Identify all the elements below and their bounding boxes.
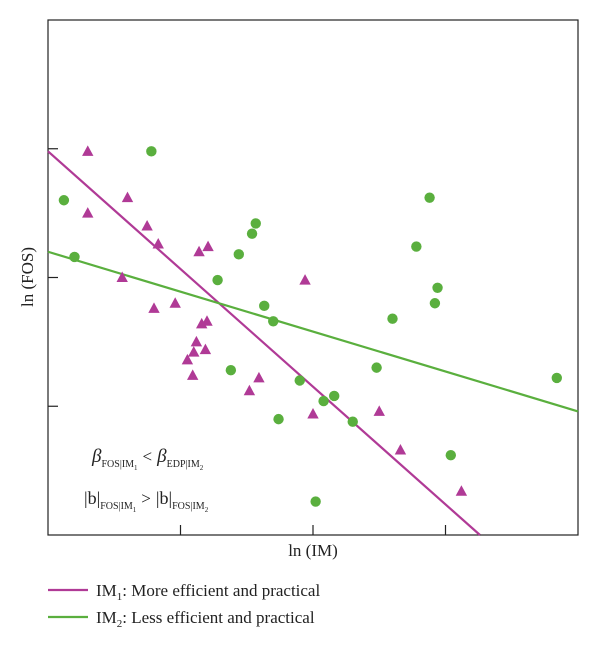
fit-line-im1 — [47, 150, 481, 536]
triangle-point-im1 — [373, 405, 385, 416]
circle-point-im2 — [250, 218, 261, 229]
circle-point-im2 — [69, 251, 80, 263]
fit-line-im2 — [47, 250, 579, 413]
annotation-beta-inequality: βFOS|IM1< βEDP|IM2 — [91, 446, 204, 472]
triangle-point-im1 — [152, 238, 164, 249]
circle-point-im2 — [432, 282, 443, 293]
legend-label-im2: IM2: Less efficient and practical — [96, 608, 315, 630]
triangle-point-im1 — [201, 315, 213, 326]
y-ticks — [48, 148, 58, 407]
triangle-point-im1 — [186, 369, 199, 380]
triangle-point-im1 — [188, 346, 200, 357]
triangle-point-im1 — [148, 302, 160, 313]
data-points — [58, 145, 562, 507]
circle-point-im2 — [268, 316, 279, 327]
circle-point-im2 — [329, 390, 340, 402]
circle-point-im2 — [429, 298, 441, 309]
circle-point-im2 — [424, 192, 435, 203]
triangle-point-im1 — [455, 485, 468, 496]
triangle-point-im1 — [394, 444, 407, 455]
legend-label-im1: IM1: More efficient and practical — [96, 581, 320, 603]
legend-item-im2: IM2: Less efficient and practical — [48, 608, 315, 630]
circle-point-im2 — [371, 362, 382, 373]
x-axis-title: ln (IM) — [288, 541, 338, 560]
triangle-point-im1 — [243, 384, 256, 396]
plot-frame — [47, 19, 579, 536]
annotation-b-inequality: |b|FOS|IM1> |b|FOS|IM2 — [84, 488, 209, 514]
triangle-point-im1 — [181, 353, 194, 365]
circle-point-im2 — [411, 241, 422, 252]
circle-point-im2 — [318, 395, 329, 407]
circle-point-im2 — [551, 372, 562, 384]
triangle-point-im1 — [82, 145, 94, 156]
triangle-point-im1 — [82, 207, 94, 218]
triangle-point-im1 — [169, 297, 181, 308]
circle-point-im2 — [259, 300, 270, 312]
triangle-point-im1 — [299, 274, 311, 285]
circle-point-im2 — [225, 365, 237, 376]
circle-point-im2 — [445, 449, 456, 461]
circle-point-im2 — [212, 274, 223, 286]
triangle-point-im1 — [253, 371, 265, 383]
circle-point-im2 — [273, 413, 284, 425]
triangle-point-im1 — [116, 271, 128, 282]
triangle-point-im1 — [307, 407, 319, 419]
triangle-point-im1 — [141, 220, 153, 231]
legend-item-im1: IM1: More efficient and practical — [48, 581, 320, 603]
triangle-point-im1 — [193, 245, 205, 257]
circle-point-im2 — [146, 146, 157, 157]
circle-point-im2 — [387, 313, 398, 324]
triangle-point-im1 — [199, 343, 212, 355]
y-axis-title: ln (FOS) — [18, 247, 37, 307]
x-ticks — [179, 525, 447, 535]
circle-point-im2 — [58, 195, 70, 206]
fit-lines — [47, 150, 579, 536]
triangle-point-im1 — [202, 240, 214, 252]
circle-point-im2 — [233, 249, 244, 260]
triangle-point-im1 — [190, 335, 203, 347]
circle-point-im2 — [347, 416, 358, 427]
circle-point-im2 — [246, 228, 258, 239]
circle-point-im2 — [294, 375, 305, 386]
circle-point-im2 — [310, 496, 321, 507]
triangle-point-im1 — [121, 191, 134, 203]
legend: IM1: More efficient and practical IM2: L… — [48, 581, 320, 630]
